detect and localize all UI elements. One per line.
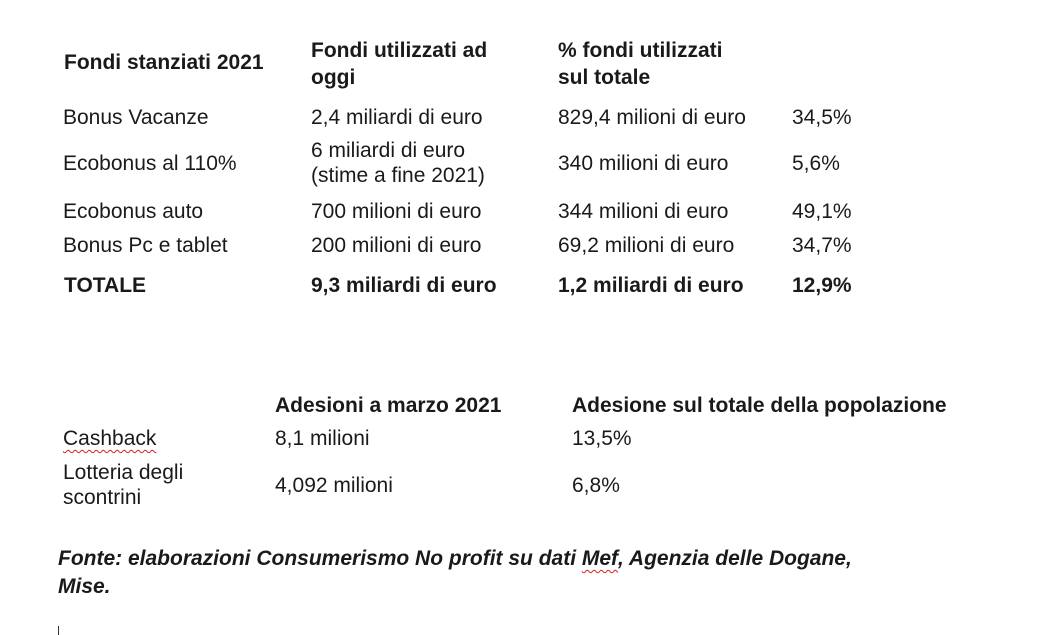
header-pct: % fondi utilizzati sul totale — [558, 37, 722, 91]
source-suffix: , Agenzia delle Dogane, — [618, 547, 852, 570]
source-prefix: Fonte: elaborazioni Consumerismo No prof… — [58, 547, 582, 570]
row-name: Cashback — [63, 426, 156, 451]
row-pct: 5,6% — [792, 152, 840, 175]
header-pct-line2: sul totale — [558, 66, 651, 89]
total-label: TOTALE — [64, 274, 147, 297]
source-line1: Fonte: elaborazioni Consumerismo No prof… — [58, 545, 1018, 573]
row-pct: 13,5% — [572, 427, 632, 450]
source-mef: Mef — [581, 547, 619, 570]
row-name: Bonus Pc e tablet — [63, 234, 228, 257]
row-name: Ecobonus al 110% — [63, 152, 237, 175]
total-pct: 12,9% — [792, 274, 852, 297]
row-used: 69,2 milioni di euro — [558, 234, 735, 257]
row-adesioni: 8,1 milioni — [275, 427, 370, 450]
row-name: Ecobonus auto — [63, 200, 204, 223]
row-used: 829,4 milioni di euro — [558, 106, 746, 129]
row-allocated: 2,4 miliardi di euro — [311, 106, 483, 129]
row-pct: 6,8% — [572, 474, 620, 497]
row-name-line1: Lotteria degli — [63, 461, 184, 484]
cashback-label: Cashback — [63, 427, 157, 450]
row-allocated-line1: 6 miliardi di euro — [311, 139, 466, 162]
row-name-line2: scontrini — [63, 486, 142, 509]
header-pct-line1: % fondi utilizzati — [558, 39, 723, 62]
total-used: 1,2 miliardi di euro — [558, 274, 744, 297]
row-used: 344 milioni di euro — [558, 200, 729, 223]
header-adesioni: Adesioni a marzo 2021 — [275, 394, 502, 417]
header-used-line1: Fondi utilizzati ad — [311, 39, 488, 62]
header-allocated: Fondi stanziati 2021 — [64, 51, 264, 74]
source-note: Fonte: elaborazioni Consumerismo No prof… — [58, 545, 1018, 601]
text-cursor — [58, 626, 59, 635]
row-adesioni: 4,092 milioni — [275, 474, 393, 497]
header-adesione-pct: Adesione sul totale della popolazione — [572, 394, 947, 417]
row-allocated: 6 miliardi di euro (stime a fine 2021) — [311, 138, 485, 188]
header-used: Fondi utilizzati ad oggi — [311, 37, 487, 91]
row-allocated-line2: (stime a fine 2021) — [311, 164, 485, 187]
source-line2: Mise. — [58, 575, 111, 598]
total-allocated: 9,3 miliardi di euro — [311, 274, 497, 297]
row-name: Lotteria degli scontrini — [63, 460, 183, 510]
row-allocated: 200 milioni di euro — [311, 234, 482, 257]
header-used-line2: oggi — [311, 66, 356, 89]
row-pct: 49,1% — [792, 200, 852, 223]
row-allocated: 700 milioni di euro — [311, 200, 482, 223]
row-pct: 34,5% — [792, 106, 852, 129]
row-pct: 34,7% — [792, 234, 852, 257]
row-name: Bonus Vacanze — [63, 106, 209, 129]
row-used: 340 milioni di euro — [558, 152, 729, 175]
